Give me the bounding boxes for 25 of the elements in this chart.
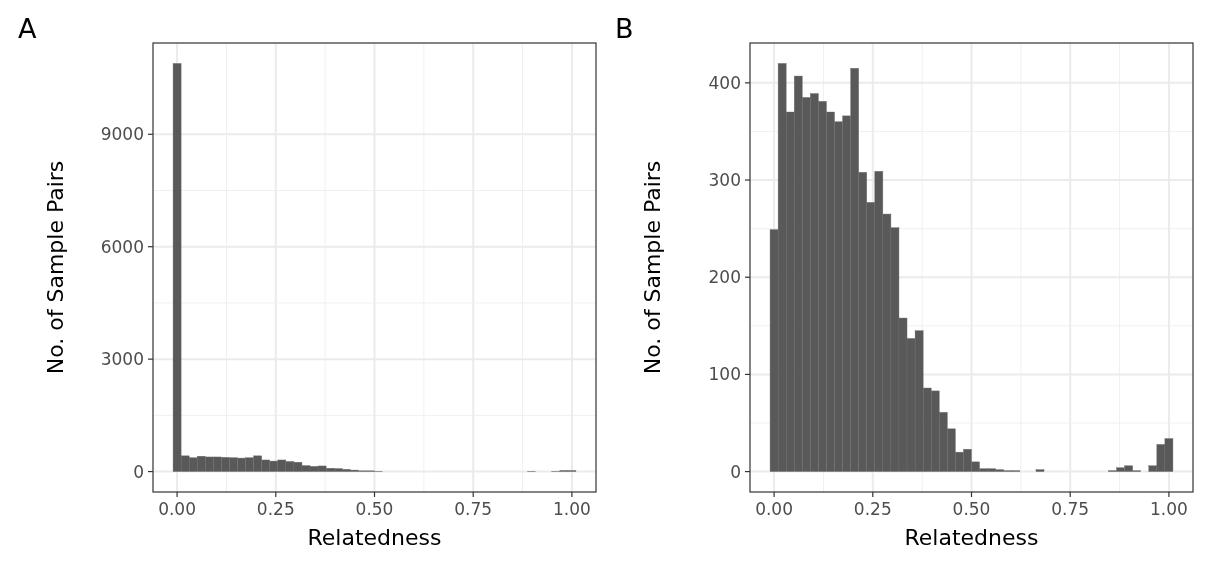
x-tick-label: 0.00 [755,499,794,519]
chart-title: A [18,13,37,44]
x-tick-label: 0.25 [853,499,892,519]
y-tick-label: 200 [708,267,741,288]
y-tick-label: 9000 [100,124,144,145]
y-tick-label: 0 [133,461,144,482]
x-tick-label: 1.00 [1149,499,1188,519]
y-axis-title: No. of Sample Pairs [43,160,68,375]
y-tick-label: 100 [708,364,741,385]
x-tick-label: 0.00 [158,499,197,519]
x-tick-label: 0.75 [1051,499,1090,519]
y-axis-title: No. of Sample Pairs [640,160,665,375]
y-tick-label: 6000 [100,236,144,257]
x-tick-label: 0.75 [454,499,493,519]
x-axis-title: Relatedness [904,525,1039,550]
y-tick-label: 400 [708,72,741,93]
y-tick-label: 0 [730,461,741,482]
x-axis-title: Relatedness [307,525,442,550]
y-tick-label: 300 [708,169,741,190]
y-tick-label: 3000 [100,349,144,370]
chart-title: B [615,13,634,44]
x-tick-label: 0.25 [256,499,295,519]
x-tick-label: 1.00 [552,499,591,519]
x-tick-label: 0.50 [952,499,991,519]
x-tick-label: 0.50 [355,499,394,519]
